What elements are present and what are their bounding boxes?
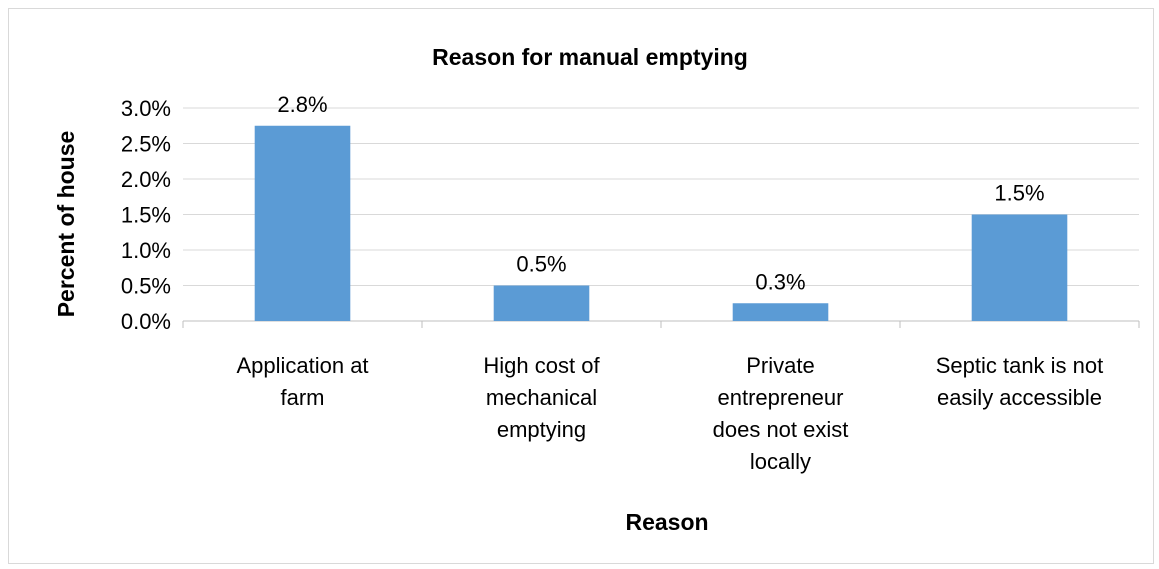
y-tick-label: 1.5% xyxy=(121,203,171,228)
y-tick-label: 0.5% xyxy=(121,274,171,299)
y-tick-label: 1.0% xyxy=(121,238,171,263)
data-label: 1.5% xyxy=(994,181,1044,206)
data-label: 0.3% xyxy=(755,269,805,294)
category-label: Application at farm xyxy=(236,353,368,410)
bar xyxy=(254,125,351,321)
bar-chart: Reason for manual emptying 0.0% 0.5% 1.0% 1… xyxy=(53,44,1140,535)
x-axis xyxy=(182,320,1140,328)
category-label: Private entrepreneur does not exist locally xyxy=(713,353,849,474)
y-tick-label: 2.0% xyxy=(121,167,171,192)
y-axis-title: Percent of house xyxy=(53,131,79,318)
y-axis-ticks: 0.0% 0.5% 1.0% 1.5% 2.0% 2.5% 3.0% xyxy=(121,96,171,334)
chart-frame: Reason for manual emptying 0.0% 0.5% 1.0% 1… xyxy=(8,8,1154,564)
bars xyxy=(254,125,1068,321)
y-tick-label: 0.0% xyxy=(121,309,171,334)
bar xyxy=(493,285,590,321)
data-label: 2.8% xyxy=(277,92,327,117)
data-labels: 2.8% 0.5% 0.3% 1.5% xyxy=(277,92,1044,295)
y-tick-label: 3.0% xyxy=(121,96,171,121)
category-labels: Application at farm High cost of mechanical… xyxy=(236,353,1103,474)
y-tick-label: 2.5% xyxy=(121,132,171,157)
chart-title: Reason for manual emptying xyxy=(432,44,748,70)
category-label: High cost of mechanical emptying xyxy=(483,353,600,442)
data-label: 0.5% xyxy=(516,252,566,277)
x-axis-title: Reason xyxy=(625,509,708,535)
category-label: Septic tank is not easily accessible xyxy=(936,353,1104,410)
bar xyxy=(732,303,829,321)
bar xyxy=(971,214,1068,321)
